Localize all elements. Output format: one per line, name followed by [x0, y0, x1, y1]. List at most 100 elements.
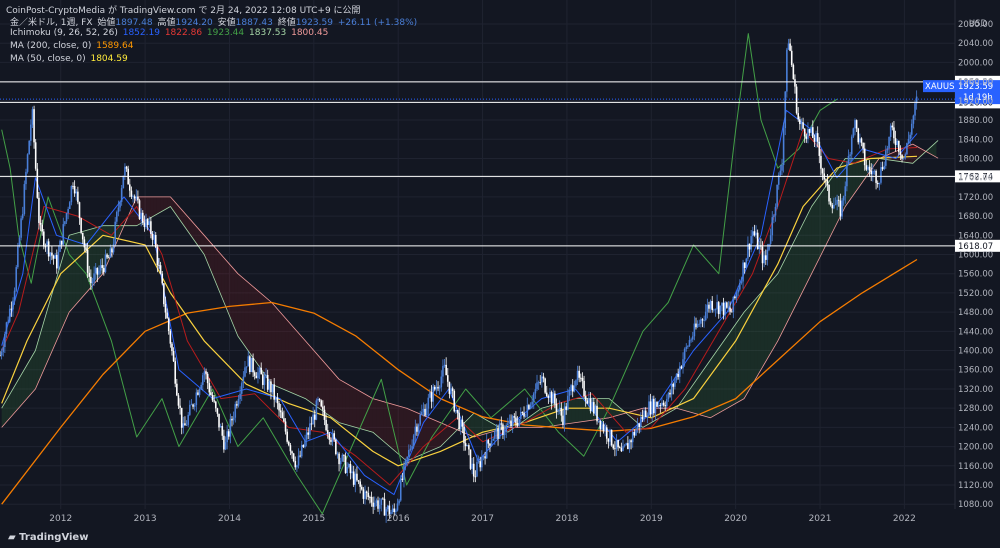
candle-down: [448, 381, 451, 394]
candle-up: [844, 186, 847, 197]
cloud-segment: [848, 158, 853, 202]
cloud-segment: [190, 219, 195, 241]
candle-up: [721, 302, 723, 306]
candle-down: [860, 138, 863, 143]
candle-down: [463, 426, 465, 444]
candle-up: [8, 308, 11, 322]
candle-up: [193, 405, 196, 407]
candle-up: [575, 380, 577, 386]
x-tick-label: 2021: [809, 514, 832, 524]
candle-up: [688, 340, 691, 347]
horizontal-level-label: 1618.07: [958, 242, 993, 252]
candle-down: [620, 447, 623, 452]
candle-down: [86, 249, 89, 273]
candle-up: [396, 503, 399, 511]
candle-down: [662, 402, 665, 406]
current-price-label: 1923.59: [958, 82, 993, 92]
candle-down: [464, 443, 467, 447]
candle-up: [450, 388, 452, 394]
candle-up: [878, 182, 881, 185]
candle-down: [252, 357, 254, 373]
candle-down: [695, 323, 697, 328]
candle-up: [421, 411, 423, 415]
candle-down: [831, 204, 834, 209]
candle-up: [31, 109, 34, 125]
candle-down: [555, 403, 558, 412]
candle-down: [227, 431, 230, 437]
candle-up: [635, 429, 637, 436]
candle-up: [232, 417, 235, 421]
candle-up: [670, 383, 673, 395]
candle-down: [51, 252, 53, 256]
candle-down: [90, 276, 92, 284]
candle-up: [784, 91, 787, 129]
cloud-segment: [48, 292, 53, 359]
candle-up: [880, 167, 882, 183]
candle-up: [13, 290, 16, 301]
candle-down: [41, 224, 43, 232]
cloud-segment: [750, 300, 755, 388]
candle-down: [111, 248, 113, 253]
y-tick-label: 1960.00: [958, 78, 993, 88]
candle-up: [70, 185, 73, 203]
candle-down: [211, 394, 214, 401]
tradingview-brand: TradingView: [19, 532, 89, 543]
candle-down: [424, 408, 426, 416]
cloud-segment: [760, 289, 765, 370]
bar-countdown-label: 1d 19h: [963, 93, 993, 103]
cloud-segment: [79, 231, 83, 301]
cloud-segment: [295, 329, 299, 396]
cloud-segment: [396, 405, 400, 456]
ichimoku-kijun-value: 1822.86: [164, 28, 203, 38]
candle-up: [244, 367, 246, 377]
candle-up: [385, 509, 387, 516]
candle-up: [505, 424, 507, 433]
candle-down: [279, 410, 282, 413]
candle-down: [748, 243, 751, 250]
candle-down: [607, 438, 610, 442]
candle-up: [737, 289, 739, 293]
candle-up: [615, 439, 618, 449]
cloud-segment: [11, 385, 16, 416]
candle-up: [640, 416, 642, 427]
candle-down: [352, 471, 355, 485]
tradingview-logo[interactable]: ▰ TradingView: [8, 532, 88, 543]
cloud-segment: [369, 396, 373, 433]
candle-down: [659, 404, 662, 406]
ma50-line: [1, 155, 918, 467]
candle-up: [549, 391, 551, 399]
cloud-segment: [170, 196, 174, 212]
y-tick-label: 1600.00: [958, 251, 993, 261]
cloud-segment: [5, 396, 9, 424]
candle-down: [813, 137, 816, 142]
candle-down: [445, 364, 447, 376]
candle-down: [362, 489, 365, 499]
candle-down: [38, 197, 40, 223]
candle-up: [758, 245, 761, 250]
candle-up: [224, 442, 227, 450]
candle-up: [395, 510, 397, 513]
cloud-segment: [808, 206, 812, 281]
cloud-segment: [285, 317, 289, 392]
candle-up: [75, 191, 78, 194]
cloud-segment: [237, 273, 242, 341]
cloud-segment: [332, 371, 336, 421]
candle-down: [138, 200, 141, 219]
candle-down: [701, 319, 704, 321]
candle-down: [708, 304, 710, 309]
candle-up: [846, 164, 848, 187]
candle-up: [219, 426, 222, 428]
candle-up: [594, 405, 597, 414]
candle-up: [229, 418, 232, 437]
candle-up: [15, 267, 18, 291]
candle-up: [409, 448, 412, 450]
cloud-segment: [261, 293, 265, 375]
cloud-segment: [69, 234, 73, 313]
candle-down: [96, 267, 99, 275]
candle-up: [690, 339, 692, 341]
candle-down: [764, 255, 767, 260]
current-symbol-label: XAUUSD: [925, 82, 961, 92]
candle-up: [859, 138, 861, 143]
cloud-segment: [379, 400, 384, 441]
